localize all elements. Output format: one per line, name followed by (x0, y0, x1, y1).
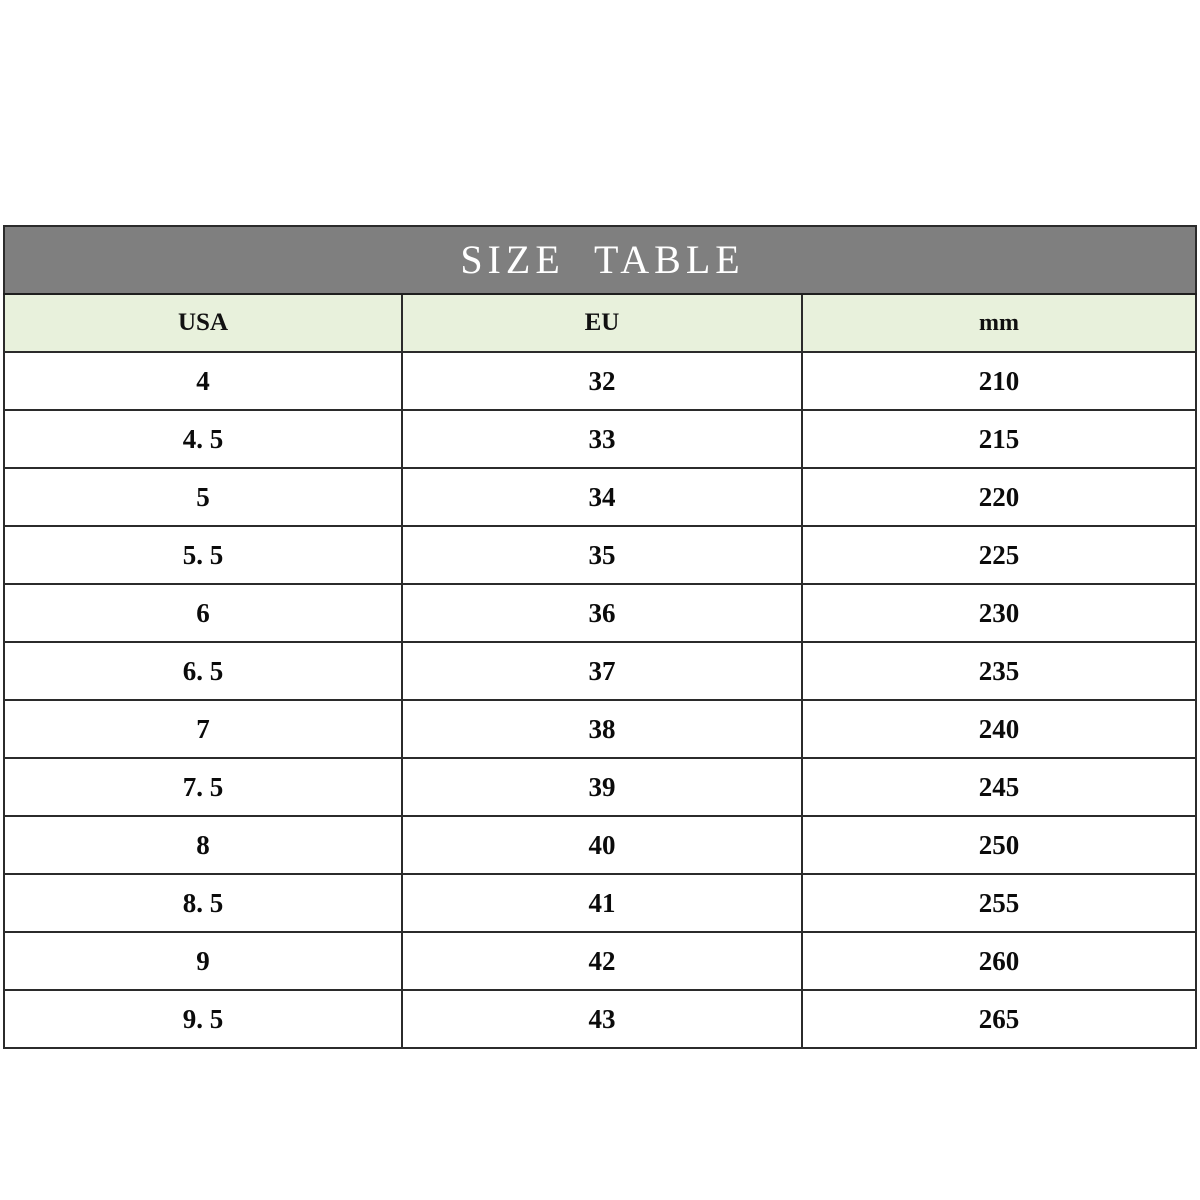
cell-usa: 7 (3, 699, 403, 759)
cell-eu: 42 (401, 931, 803, 991)
size-table-body: 4 32 210 4. 5 33 215 5 34 220 5. 5 35 225 6 36 230 6. 5… (3, 351, 1197, 1049)
cell-eu: 43 (401, 989, 803, 1049)
cell-eu: 41 (401, 873, 803, 933)
cell-eu: 40 (401, 815, 803, 875)
cell-mm: 260 (801, 931, 1197, 991)
size-table: SIZE TABLE USA EU mm 4 32 210 4. 5 33 215 5 34 2… (3, 225, 1197, 1049)
cell-mm: 240 (801, 699, 1197, 759)
cell-mm: 235 (801, 641, 1197, 701)
table-title-cell: SIZE TABLE (3, 225, 1197, 295)
cell-usa: 4 (3, 351, 403, 411)
cell-usa: 8. 5 (3, 873, 403, 933)
column-header-mm: mm (801, 293, 1197, 353)
table-row: 9 42 260 (3, 931, 1197, 991)
table-title-text: SIZE TABLE (460, 237, 745, 282)
cell-mm: 215 (801, 409, 1197, 469)
table-row: 6. 5 37 235 (3, 641, 1197, 701)
table-row: 6 36 230 (3, 583, 1197, 643)
cell-usa: 9. 5 (3, 989, 403, 1049)
column-header-row: USA EU mm (3, 293, 1197, 353)
cell-usa: 5 (3, 467, 403, 527)
cell-usa: 9 (3, 931, 403, 991)
cell-mm: 255 (801, 873, 1197, 933)
cell-eu: 35 (401, 525, 803, 585)
table-row: 5. 5 35 225 (3, 525, 1197, 585)
cell-mm: 245 (801, 757, 1197, 817)
cell-eu: 38 (401, 699, 803, 759)
cell-eu: 36 (401, 583, 803, 643)
table-row: 7. 5 39 245 (3, 757, 1197, 817)
table-row: 9. 5 43 265 (3, 989, 1197, 1049)
cell-mm: 210 (801, 351, 1197, 411)
table-row: 8. 5 41 255 (3, 873, 1197, 933)
cell-mm: 225 (801, 525, 1197, 585)
cell-mm: 230 (801, 583, 1197, 643)
size-table-head: SIZE TABLE USA EU mm (3, 225, 1197, 353)
table-row: 5 34 220 (3, 467, 1197, 527)
column-header-usa: USA (3, 293, 403, 353)
cell-mm: 265 (801, 989, 1197, 1049)
cell-usa: 7. 5 (3, 757, 403, 817)
cell-usa: 4. 5 (3, 409, 403, 469)
cell-usa: 8 (3, 815, 403, 875)
table-title-row: SIZE TABLE (3, 225, 1197, 295)
table-row: 4 32 210 (3, 351, 1197, 411)
cell-eu: 37 (401, 641, 803, 701)
size-table-container: SIZE TABLE USA EU mm 4 32 210 4. 5 33 215 5 34 2… (3, 225, 1197, 1049)
cell-mm: 220 (801, 467, 1197, 527)
cell-usa: 6. 5 (3, 641, 403, 701)
cell-eu: 39 (401, 757, 803, 817)
table-row: 7 38 240 (3, 699, 1197, 759)
column-header-eu: EU (401, 293, 803, 353)
cell-eu: 34 (401, 467, 803, 527)
cell-usa: 6 (3, 583, 403, 643)
table-row: 8 40 250 (3, 815, 1197, 875)
cell-mm: 250 (801, 815, 1197, 875)
cell-eu: 33 (401, 409, 803, 469)
cell-usa: 5. 5 (3, 525, 403, 585)
table-row: 4. 5 33 215 (3, 409, 1197, 469)
cell-eu: 32 (401, 351, 803, 411)
